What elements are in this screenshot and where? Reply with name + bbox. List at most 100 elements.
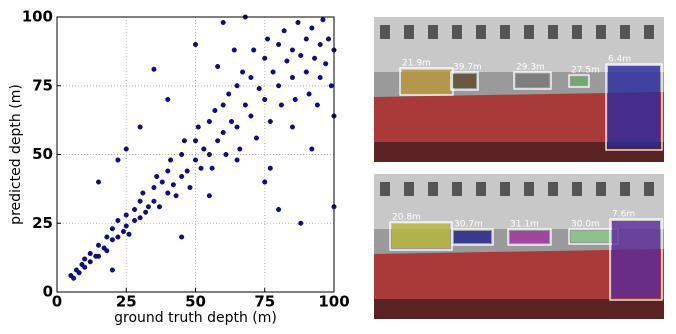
- point: [143, 209, 149, 215]
- point: [209, 165, 215, 171]
- window: [524, 25, 534, 39]
- point: [132, 217, 138, 223]
- window: [404, 25, 414, 39]
- point: [328, 83, 334, 89]
- point: [165, 96, 171, 102]
- point: [184, 168, 190, 174]
- y-tick-label: 25: [32, 214, 53, 232]
- window: [380, 182, 390, 196]
- object: [453, 74, 476, 88]
- point: [82, 264, 88, 270]
- y-tick-label: 0: [43, 283, 53, 301]
- point: [96, 179, 102, 185]
- point: [96, 242, 102, 248]
- point: [215, 63, 221, 69]
- point: [151, 184, 157, 190]
- point: [298, 53, 304, 59]
- point: [104, 248, 110, 254]
- window: [644, 182, 654, 196]
- window: [524, 182, 534, 196]
- point: [234, 157, 240, 163]
- depth-label: 31.1m: [510, 220, 539, 230]
- point: [223, 151, 229, 157]
- x-tick-label: 25: [116, 293, 137, 311]
- point: [215, 138, 221, 144]
- point: [281, 28, 287, 34]
- point: [229, 118, 235, 124]
- depth-label: 30.0m: [571, 220, 600, 230]
- point: [187, 184, 193, 190]
- point: [270, 69, 276, 75]
- point: [151, 66, 157, 72]
- point: [323, 61, 329, 67]
- point: [226, 91, 232, 97]
- object: [516, 74, 549, 87]
- window: [596, 182, 606, 196]
- photo-panel: 20.8m 30.7m 31.1m 30.0m 7.6m: [374, 174, 664, 319]
- bounding-box: [507, 228, 552, 246]
- point: [317, 74, 323, 80]
- object: [454, 231, 491, 243]
- point: [168, 157, 174, 163]
- object: [402, 70, 451, 93]
- window: [428, 182, 438, 196]
- point: [278, 102, 284, 108]
- point: [192, 157, 198, 163]
- point: [298, 220, 304, 226]
- window: [380, 25, 390, 39]
- point: [312, 55, 318, 61]
- point: [156, 204, 162, 210]
- point: [256, 85, 262, 91]
- window: [500, 25, 510, 39]
- window: [620, 25, 630, 39]
- point: [104, 234, 110, 240]
- point: [289, 124, 295, 130]
- point: [115, 234, 121, 240]
- point: [123, 212, 129, 218]
- object: [392, 224, 450, 248]
- point: [276, 42, 282, 48]
- point: [240, 69, 246, 75]
- window: [452, 182, 462, 196]
- point: [220, 20, 226, 26]
- point: [314, 102, 320, 108]
- point: [137, 124, 143, 130]
- point: [289, 74, 295, 80]
- point: [212, 107, 218, 113]
- point: [87, 250, 93, 256]
- point: [284, 58, 290, 64]
- point: [292, 96, 298, 102]
- x-tick-label: 50: [185, 293, 206, 311]
- point: [192, 138, 198, 144]
- object: [510, 231, 549, 243]
- object: [571, 231, 616, 242]
- depth-label: 6.4m: [608, 55, 631, 65]
- bounding-box: [568, 74, 590, 88]
- point: [248, 74, 254, 80]
- window: [548, 25, 558, 39]
- point: [303, 36, 309, 42]
- plot-frame: [56, 16, 335, 293]
- point: [137, 198, 143, 204]
- building: [374, 174, 664, 229]
- point: [151, 198, 157, 204]
- point: [96, 253, 102, 259]
- point: [234, 124, 240, 130]
- bounding-box: [451, 228, 494, 246]
- point: [265, 36, 271, 42]
- point: [220, 102, 226, 108]
- point: [165, 190, 171, 196]
- window: [500, 182, 510, 196]
- point: [170, 182, 176, 188]
- depth-label: 30.7m: [454, 220, 483, 230]
- point: [262, 96, 268, 102]
- window: [452, 25, 462, 39]
- point: [76, 270, 82, 276]
- point: [253, 135, 259, 141]
- point: [325, 36, 331, 42]
- window: [572, 182, 582, 196]
- point: [109, 226, 115, 232]
- point: [179, 234, 185, 240]
- bounding-box: [450, 71, 479, 91]
